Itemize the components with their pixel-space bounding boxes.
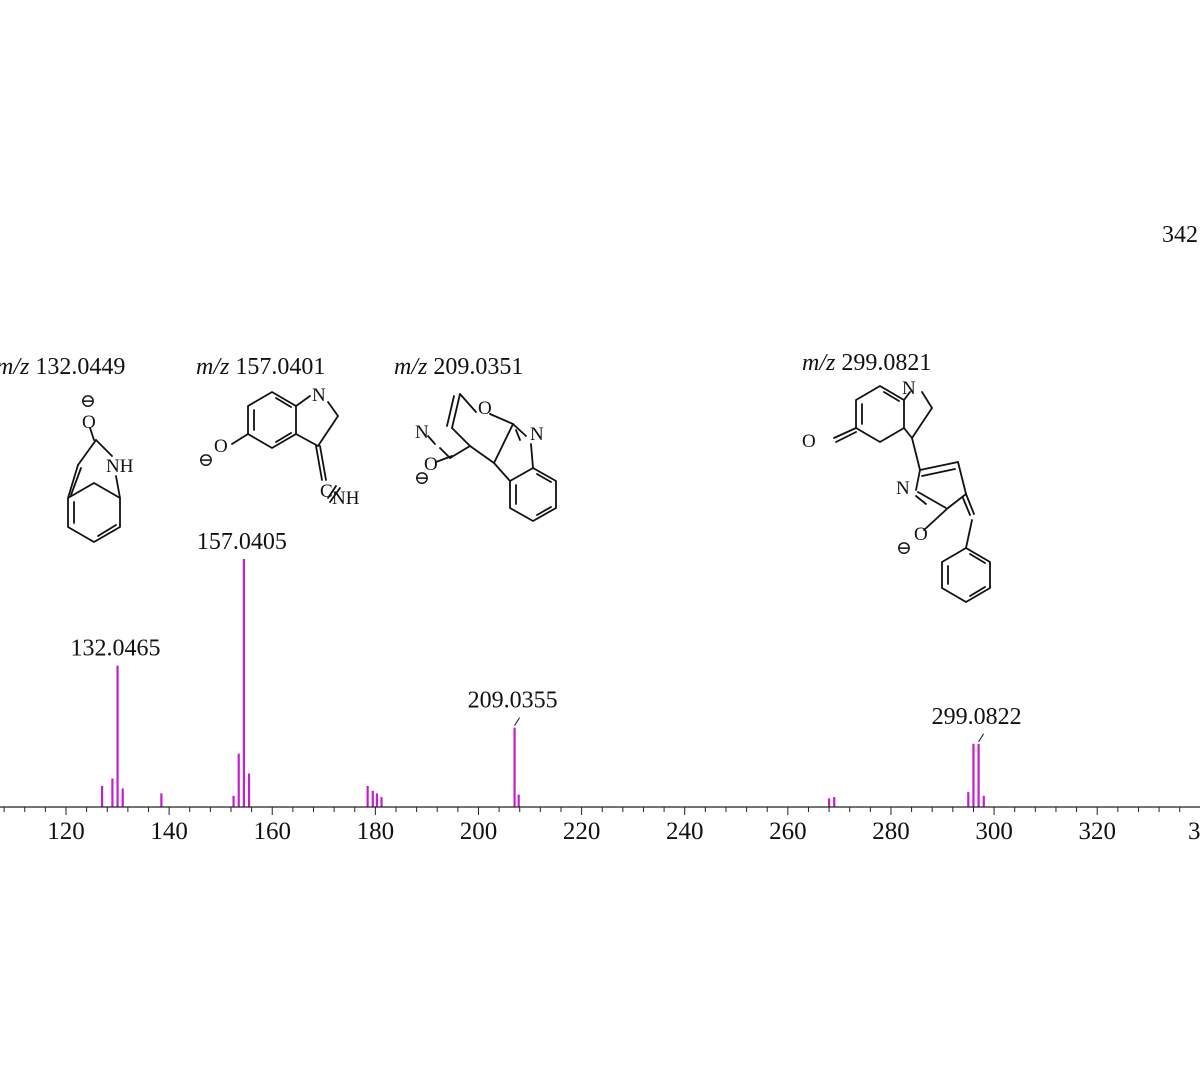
structure-299: N O N O ⊖ xyxy=(802,378,991,603)
minus-charge: ⊖ xyxy=(80,391,96,412)
peak-label-leader xyxy=(978,733,985,743)
fragment-label-4: m/z 299.0821 xyxy=(802,350,931,376)
svg-text:m/z 132.0449: m/z 132.0449 xyxy=(0,354,125,380)
atom-o-ketone: O xyxy=(802,431,816,452)
mz-prefix: m/z xyxy=(196,354,230,380)
peak-series xyxy=(100,559,985,807)
atom-n: N xyxy=(312,385,326,406)
atom-o-ring: O xyxy=(478,398,492,419)
x-axis: 120 140 160 180 200 220 240 260 280 300 320 3 xyxy=(0,806,1200,845)
x-tick-label: 180 xyxy=(357,818,395,845)
peak-label-leader xyxy=(514,717,520,726)
peak-label: 157.0405 xyxy=(197,529,287,555)
minus-charge: ⊖ xyxy=(198,450,214,471)
structure-157-indole: N O ⊖ C NH xyxy=(198,385,360,509)
atom-o: O xyxy=(82,412,96,433)
atom-n-indole: N xyxy=(902,378,916,399)
x-tick-label: 240 xyxy=(666,818,704,845)
mz-value: 132.0449 xyxy=(35,354,125,380)
x-tick-label: 260 xyxy=(769,818,807,845)
svg-text:m/z 209.0351: m/z 209.0351 xyxy=(394,354,523,380)
atom-o-anion: O xyxy=(424,454,438,475)
mz-value: 157.0401 xyxy=(235,354,325,380)
x-tick-label: 280 xyxy=(872,818,910,845)
atom-n: N xyxy=(530,424,544,445)
atom-n-pyrrole: N xyxy=(896,478,910,499)
peak-label: 132.0465 xyxy=(71,636,161,662)
atom-nh: NH xyxy=(332,488,360,509)
minus-charge: ⊖ xyxy=(414,468,430,489)
fragment-label-2: m/z 157.0401 xyxy=(196,354,325,380)
x-tick-label: 3 xyxy=(1188,818,1200,845)
x-tick-label: 220 xyxy=(563,818,601,845)
minus-charge: ⊖ xyxy=(896,538,912,559)
x-tick-label: 160 xyxy=(253,818,291,845)
x-tick-label: 120 xyxy=(47,818,85,845)
mz-prefix: m/z xyxy=(0,354,30,380)
mz-value: 299.0821 xyxy=(841,350,931,376)
atom-o: O xyxy=(214,436,228,457)
atom-nh: NH xyxy=(106,456,134,477)
atom-n-pyrrole: N xyxy=(415,422,429,443)
x-tick-label: 300 xyxy=(975,818,1013,845)
svg-text:m/z 299.0821: m/z 299.0821 xyxy=(802,350,931,376)
x-tick-label: 320 xyxy=(1078,818,1116,845)
atom-o-anion: O xyxy=(914,524,928,545)
mz-prefix: m/z xyxy=(802,350,836,376)
mz-value: 209.0351 xyxy=(433,354,523,380)
mz-prefix: m/z xyxy=(394,354,428,380)
structure-132-oxindole: O ⊖ NH xyxy=(67,391,134,543)
atom-c: C xyxy=(320,481,333,502)
peak-labels: 132.0465 157.0405 209.0355 299.0822 xyxy=(71,529,1022,743)
peak-label: 299.0822 xyxy=(932,704,1022,730)
svg-text:m/z 157.0401: m/z 157.0401 xyxy=(196,354,325,380)
x-tick-label: 140 xyxy=(150,818,188,845)
structure-209-fused: O N N O ⊖ xyxy=(414,393,557,522)
peak-label: 209.0355 xyxy=(468,688,558,714)
fragment-label-1: m/z 132.0449 xyxy=(0,354,125,380)
top-right-mz-label: 342 xyxy=(1162,222,1198,248)
fragment-label-3: m/z 209.0351 xyxy=(394,354,523,380)
x-tick-label: 200 xyxy=(460,818,498,845)
